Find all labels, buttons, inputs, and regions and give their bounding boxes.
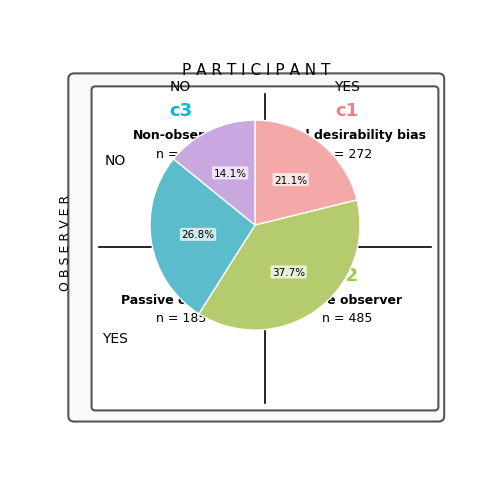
Text: n = 185: n = 185	[156, 312, 206, 324]
Text: P A R T I C I P A N T: P A R T I C I P A N T	[182, 63, 330, 78]
Text: c3: c3	[169, 102, 192, 120]
Text: Passive observer: Passive observer	[121, 293, 240, 306]
Text: c4: c4	[169, 267, 192, 285]
Text: n = 485: n = 485	[322, 312, 372, 324]
Text: Social desirability bias: Social desirability bias	[268, 129, 426, 142]
Text: 26.8%: 26.8%	[182, 230, 214, 240]
Text: c1: c1	[336, 102, 359, 120]
Text: O B S E R V E R: O B S E R V E R	[59, 194, 72, 290]
Wedge shape	[174, 121, 255, 226]
Wedge shape	[150, 159, 255, 314]
Text: n = 345: n = 345	[156, 147, 206, 160]
FancyBboxPatch shape	[68, 74, 444, 421]
Text: n = 272: n = 272	[322, 147, 372, 160]
FancyBboxPatch shape	[92, 87, 438, 410]
Wedge shape	[255, 121, 357, 226]
Text: c2: c2	[336, 267, 359, 285]
Wedge shape	[199, 201, 360, 330]
Text: Active observer: Active observer	[292, 293, 403, 306]
Text: YES: YES	[102, 332, 128, 346]
Text: NO: NO	[104, 154, 126, 168]
Text: YES: YES	[334, 80, 360, 94]
Text: Non-observer: Non-observer	[133, 129, 228, 142]
Text: 14.1%: 14.1%	[214, 168, 246, 179]
Text: 21.1%: 21.1%	[274, 175, 307, 185]
Text: 37.7%: 37.7%	[272, 267, 306, 277]
Text: NO: NO	[170, 80, 192, 94]
